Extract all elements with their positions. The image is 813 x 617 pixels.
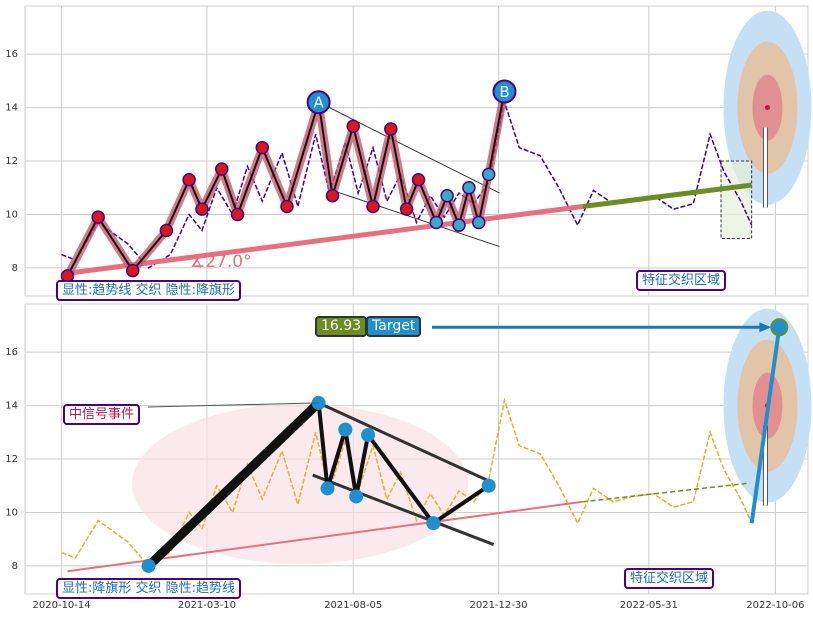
target-line — [749, 326, 782, 524]
channel-line — [318, 401, 495, 485]
point-label: B — [499, 83, 509, 101]
pattern-label: 显性:降旗形 交织 隐性:趋势线 — [56, 578, 242, 599]
y-tick-label: 8 — [12, 561, 18, 572]
pattern-label: 显性:趋势线 交织 隐性:降旗形 — [56, 280, 242, 301]
target-point — [770, 318, 789, 337]
pattern-pivot — [472, 215, 486, 230]
pattern-pivot — [366, 199, 380, 214]
pattern-pivot — [462, 181, 476, 195]
pattern-pivot — [126, 263, 140, 278]
y-tick-label: 12 — [5, 156, 18, 167]
flag-pivot — [361, 427, 376, 442]
pattern-pivot — [429, 215, 444, 230]
x-tick-label: 2021-08-05 — [324, 600, 382, 611]
flag-pole — [145, 399, 322, 570]
target-value: 16.93 — [315, 316, 368, 337]
flag-pivot — [349, 489, 364, 504]
flag-pivot — [338, 422, 353, 437]
zone-label: 特征交织区域 — [624, 568, 715, 589]
channel-line — [312, 473, 495, 546]
price-line — [61, 397, 753, 567]
trend-extension — [582, 182, 752, 209]
point-marker — [306, 90, 331, 115]
y-tick-label: 14 — [5, 103, 18, 114]
trend-line — [67, 203, 583, 276]
pattern-pivot — [159, 223, 174, 238]
pattern-pivot — [325, 189, 340, 203]
channel-line — [332, 189, 500, 248]
x-tick-label: 2021-12-30 — [469, 600, 527, 611]
point-label: A — [313, 94, 324, 112]
pattern-pivot — [214, 162, 229, 176]
pattern-pivot — [399, 202, 414, 216]
pattern-area — [132, 404, 468, 564]
pattern-pivot — [481, 167, 496, 182]
target-center — [764, 105, 770, 111]
x-tick-label: 2022-05-31 — [620, 600, 678, 611]
pattern-pivot — [182, 172, 196, 187]
pattern-pivot — [346, 119, 360, 134]
y-tick-label: 12 — [5, 454, 18, 465]
x-tick-label: 2022-10-06 — [746, 600, 804, 611]
pattern-pivot — [452, 218, 466, 232]
target-label: Target — [366, 316, 422, 337]
x-tick-label: 2020-10-14 — [33, 600, 91, 611]
angle-label: ∡27.0° — [190, 252, 252, 272]
pattern-pivot — [384, 122, 398, 136]
pattern-pivot — [195, 202, 209, 216]
zone-box — [720, 160, 753, 240]
pole-start — [141, 558, 156, 573]
flag-pivot — [481, 478, 496, 493]
y-tick-label: 16 — [5, 347, 18, 358]
y-tick-label: 16 — [5, 49, 18, 60]
pattern-pivot — [440, 189, 454, 203]
flag-pivot — [320, 481, 335, 496]
pattern-pivot — [280, 199, 294, 214]
pattern-pivot — [91, 210, 105, 224]
pattern-pivot — [230, 207, 245, 222]
pattern-pivot — [411, 172, 426, 187]
pattern-pivot — [255, 140, 270, 155]
target-arrowhead — [759, 322, 772, 333]
channel-line — [318, 101, 500, 194]
zone-label: 特征交织区域 — [636, 270, 727, 291]
y-tick-label: 10 — [5, 507, 18, 518]
y-tick-label: 14 — [5, 401, 18, 412]
flag-pivot — [426, 516, 441, 531]
y-tick-label: 8 — [12, 263, 18, 274]
x-tick-label: 2021-03-10 — [178, 600, 236, 611]
event-pointer — [147, 402, 319, 408]
y-tick-label: 10 — [5, 209, 18, 220]
trend-extension — [582, 482, 750, 503]
event-label: 中信号事件 — [63, 404, 141, 425]
point-marker — [492, 79, 517, 104]
